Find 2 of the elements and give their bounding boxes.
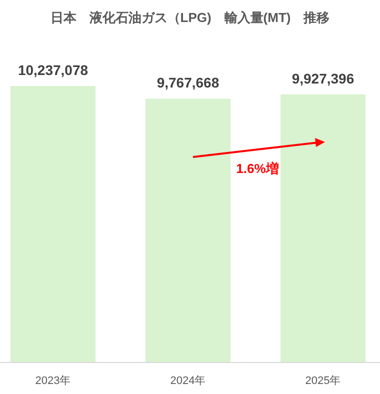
annotation: 1.6%増 [236,161,279,176]
title: 日本 液化石油ガス（LPG) 輸入量(MT) 推移 [50,10,330,25]
